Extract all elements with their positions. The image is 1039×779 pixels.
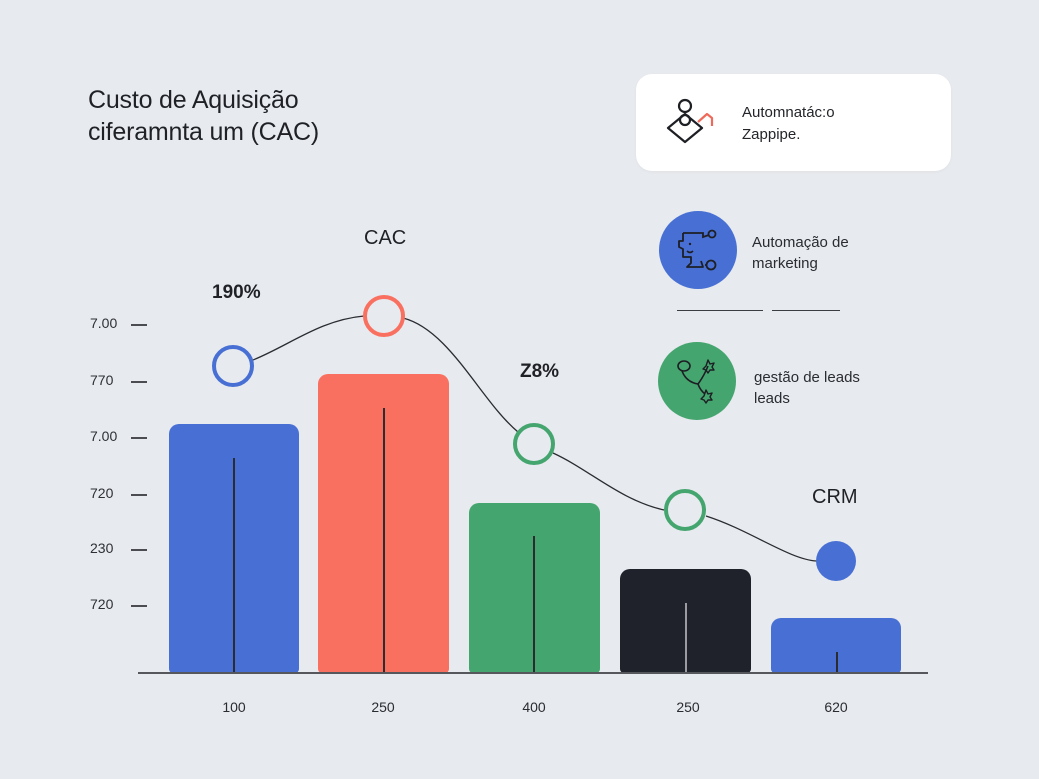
legend-label-line-1: Automação de	[752, 234, 849, 251]
chart-title-line-2: ciferamnta um (CAC)	[88, 118, 319, 146]
automation-card-line-2: Zappipe.	[742, 126, 801, 143]
x-tick-label: 620	[824, 699, 848, 715]
x-tick-label: 250	[371, 699, 395, 715]
bar-center-line	[233, 458, 235, 673]
automation-card: Automnatác:o Zappipe.	[636, 74, 951, 171]
x-tick-label: 400	[522, 699, 546, 715]
bar-center-line	[685, 603, 687, 673]
automation-card-line-1: Automnatác:o	[742, 104, 835, 121]
y-tick-label: 7.00	[90, 428, 118, 444]
legend-label-line-1: gestão de leads	[754, 369, 860, 386]
x-tick-label: 100	[222, 699, 246, 715]
x-tick-label: 250	[676, 699, 700, 715]
legend-label-line-2: marketing	[752, 255, 818, 272]
y-tick-mark	[131, 437, 147, 439]
y-tick-label: 7.00	[90, 315, 118, 331]
y-tick-label: 230	[90, 540, 114, 556]
trend-marker	[513, 423, 555, 465]
trend-marker	[363, 295, 405, 337]
y-tick-mark	[131, 605, 147, 607]
y-tick-label: 770	[90, 372, 114, 388]
annotation-crm: CRM	[812, 486, 858, 508]
lead-network-icon	[658, 342, 736, 420]
bar-center-line	[836, 652, 838, 673]
y-tick-mark	[131, 494, 147, 496]
chart-title: Custo de Aquisição ciferamnta um (CAC)	[88, 84, 319, 148]
annotation-cac: CAC	[364, 227, 407, 249]
y-tick-label: 720	[90, 596, 114, 612]
legend-label-marketing-automation: Automação de marketing	[752, 232, 849, 274]
bar-400[interactable]	[469, 503, 600, 673]
y-tick-mark	[131, 381, 147, 383]
y-tick-mark	[131, 324, 147, 326]
automation-user-icon	[666, 98, 714, 144]
automation-card-text: Automnatác:o Zappipe.	[742, 102, 835, 146]
y-tick-mark	[131, 549, 147, 551]
bar-center-line	[533, 536, 535, 673]
legend-divider-left	[677, 310, 763, 311]
trend-marker	[212, 345, 254, 387]
trend-marker	[664, 489, 706, 531]
annotation-190-percent: 190%	[212, 282, 261, 303]
annotation-z8-percent: Z8%	[520, 361, 560, 382]
trend-marker	[816, 541, 856, 581]
legend-label-line-2: leads	[754, 390, 790, 407]
bar-center-line	[383, 408, 385, 673]
y-tick-label: 720	[90, 485, 114, 501]
chart-title-line-1: Custo de Aquisição	[88, 86, 299, 114]
marketing-robot-icon	[659, 211, 737, 289]
legend-label-lead-management: gestão de leads leads	[754, 367, 860, 409]
x-axis	[138, 672, 928, 674]
legend-divider-right	[772, 310, 840, 311]
